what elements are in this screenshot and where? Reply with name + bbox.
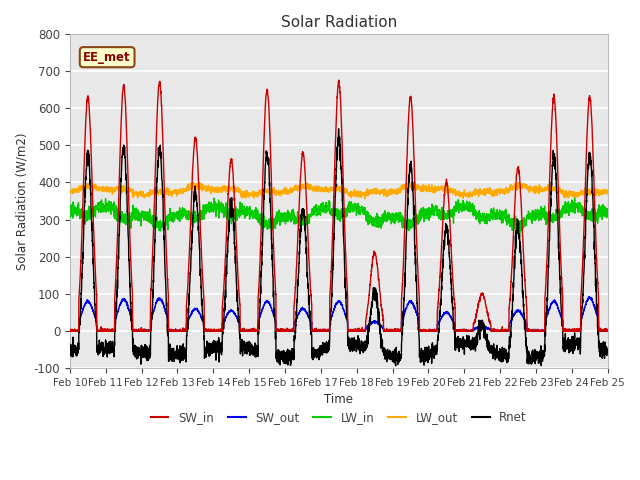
Text: EE_met: EE_met bbox=[83, 51, 131, 64]
Legend: SW_in, SW_out, LW_in, LW_out, Rnet: SW_in, SW_out, LW_in, LW_out, Rnet bbox=[146, 407, 531, 429]
Y-axis label: Solar Radiation (W/m2): Solar Radiation (W/m2) bbox=[15, 132, 28, 270]
X-axis label: Time: Time bbox=[324, 394, 353, 407]
Title: Solar Radiation: Solar Radiation bbox=[280, 15, 397, 30]
